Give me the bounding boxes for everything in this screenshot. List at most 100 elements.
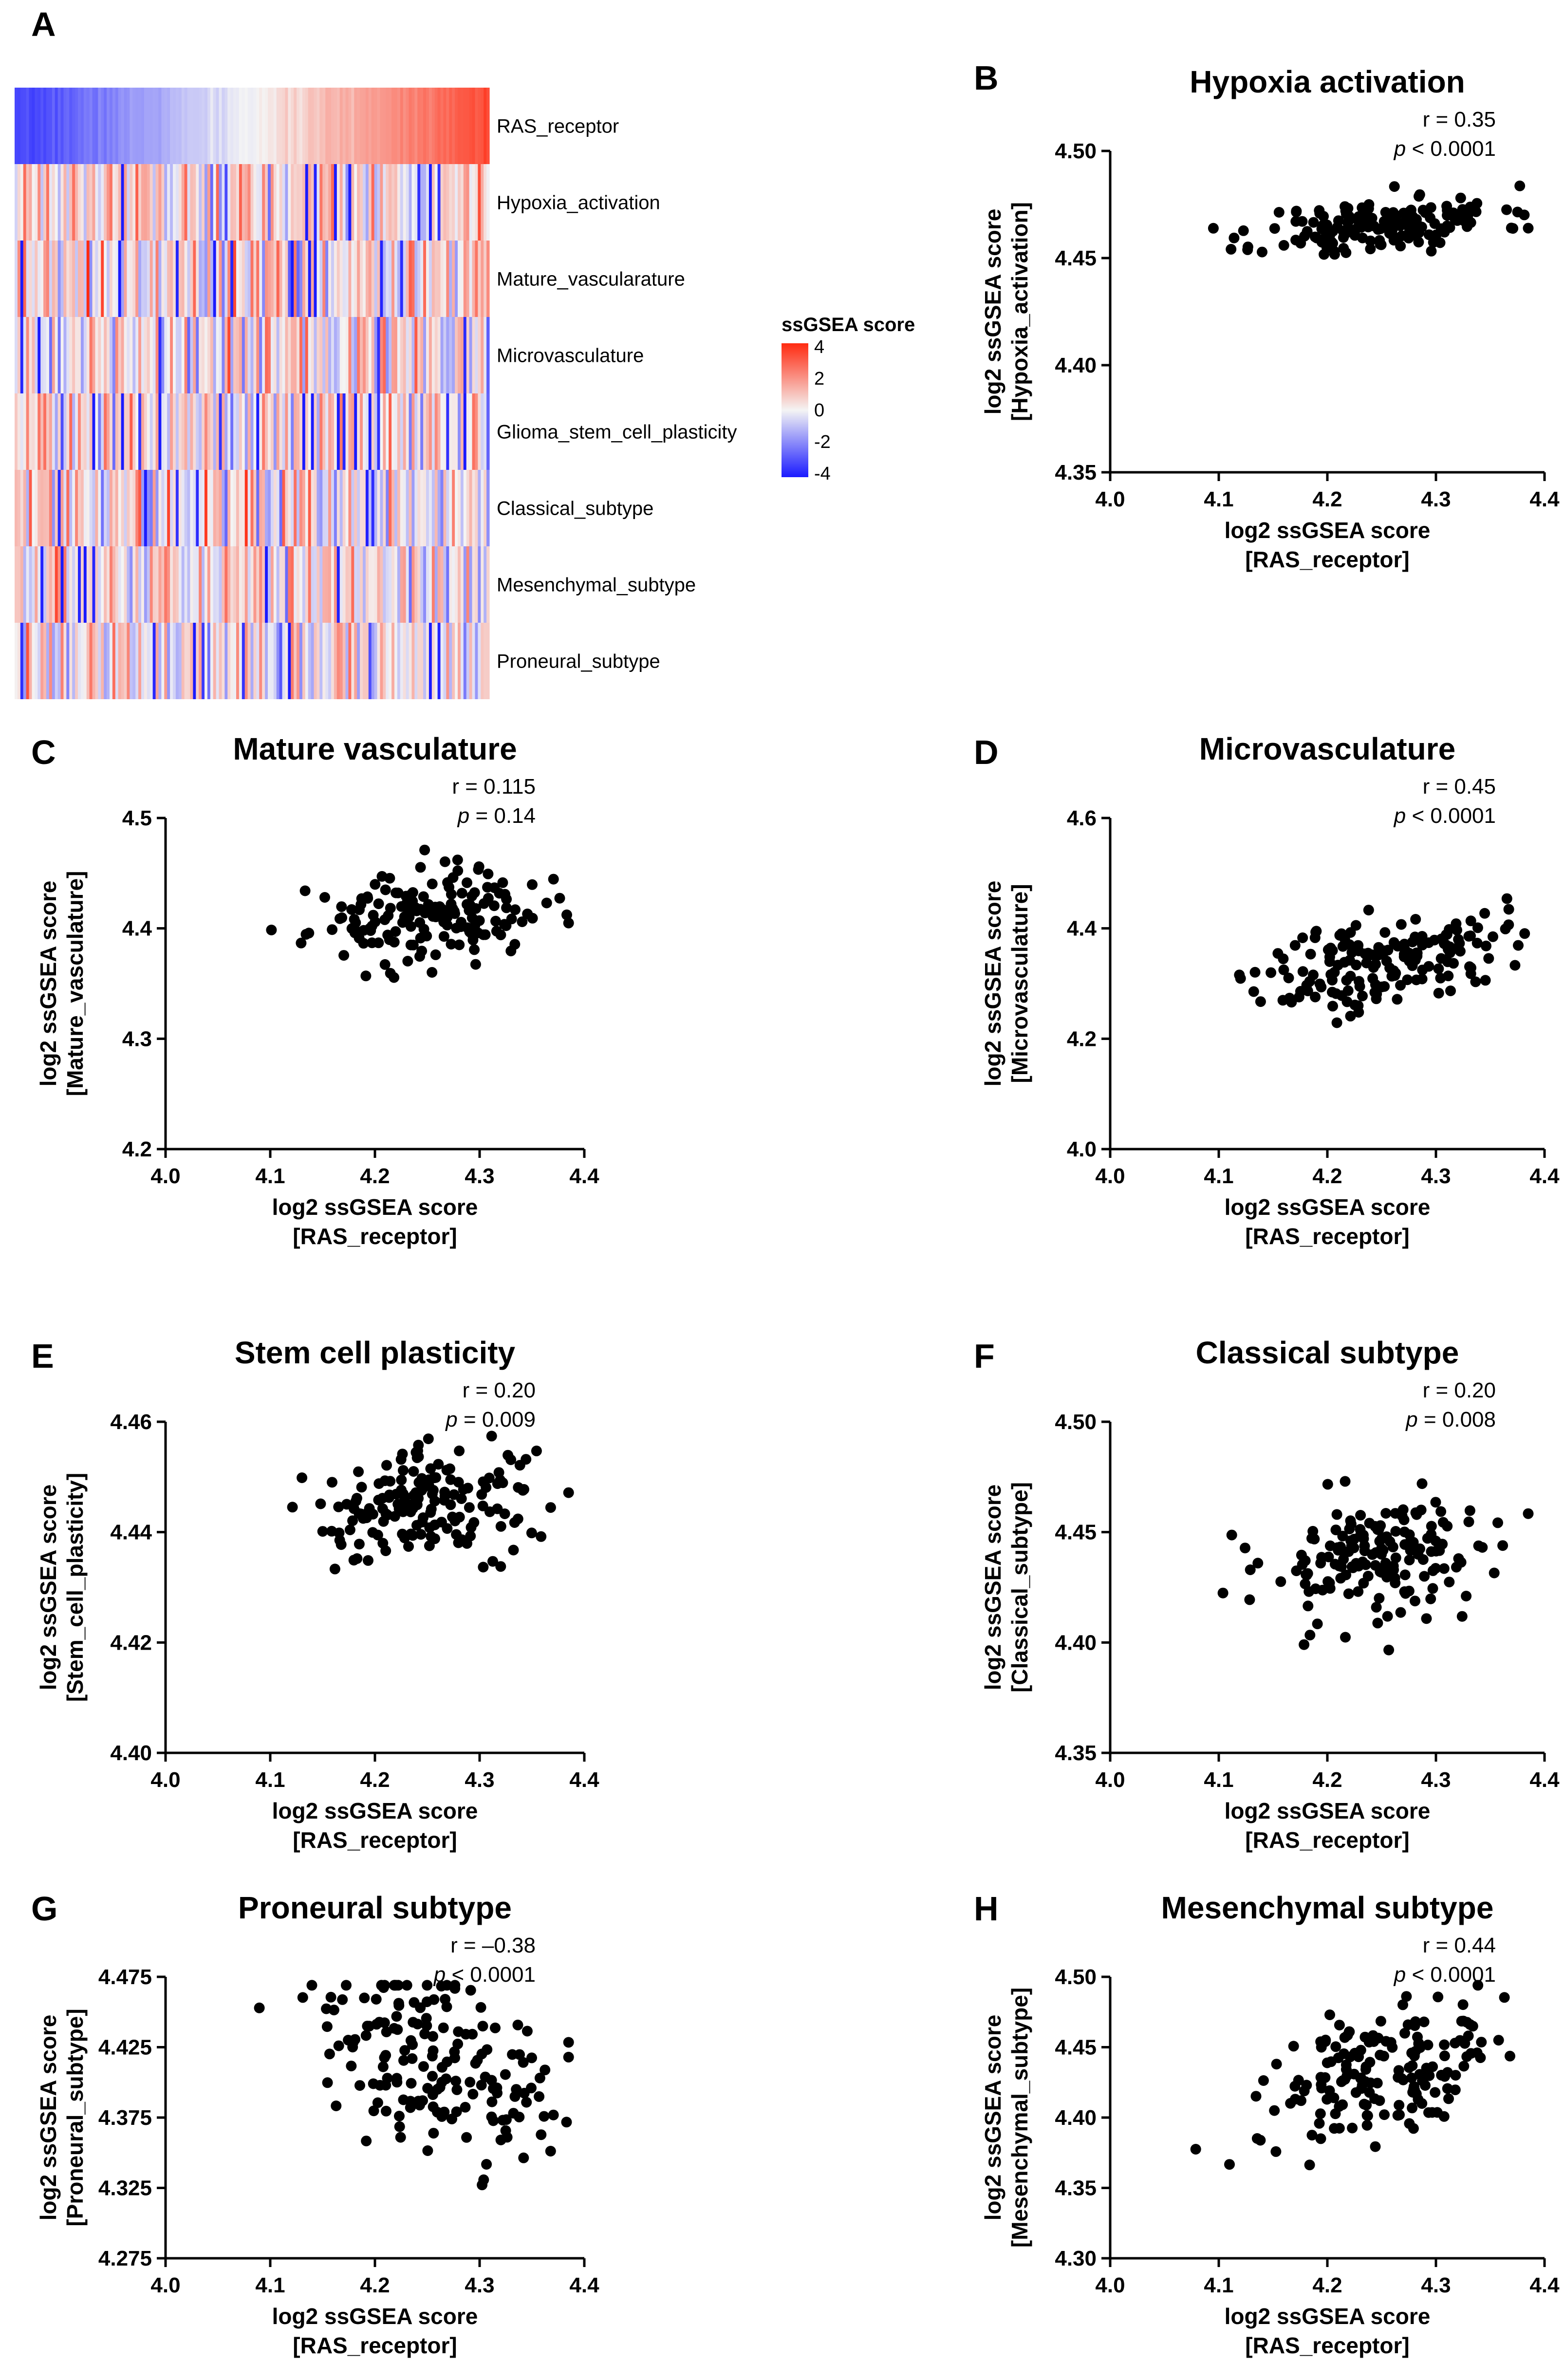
data-point [449,2046,460,2057]
heatmap-cell [342,317,346,393]
heatmap-cell [336,393,340,470]
heatmap-cell [253,164,257,241]
x-tick-label: 4.0 [150,1164,180,1188]
data-point [1358,1578,1369,1589]
p-value-text: < 0.0001 [1406,804,1496,828]
heatmap-cell [193,164,196,241]
heatmap-cell [52,317,56,393]
x-axis-title: log2 ssGSEA score [1225,518,1431,543]
heatmap-cell [178,470,182,546]
panel-letter-g: G [31,1890,58,1928]
heatmap-cell [253,470,257,546]
data-point [1399,1539,1411,1550]
heatmap-cell [319,546,323,623]
heatmap-cell [302,623,306,699]
heatmap-cell [363,546,366,623]
data-point [1375,239,1386,250]
x-axis-title: log2 ssGSEA score [272,1194,478,1220]
heatmap-cell [478,393,481,470]
heatmap-cell [484,164,487,241]
heatmap-cell [339,470,343,546]
heatmap-cell [98,470,101,546]
heatmap-cell [351,241,354,317]
data-point [319,892,330,903]
heatmap-cell [230,88,234,164]
data-point [1454,946,1466,957]
heatmap-cell [386,317,389,393]
heatmap-cell [80,317,84,393]
heatmap-cell [86,241,90,317]
heatmap-cell [57,546,61,623]
data-point [1420,207,1431,218]
data-point [1439,938,1450,949]
heatmap-cell [250,88,254,164]
heatmap-cell [406,164,410,241]
data-point [379,2017,390,2028]
heatmap-cell [273,393,277,470]
data-point [1407,1541,1418,1552]
heatmap-cell [170,241,173,317]
heatmap-cell [386,623,389,699]
data-point [461,2132,472,2143]
data-point [1418,2016,1430,2027]
data-point [1416,1478,1428,1489]
heatmap-cell [394,317,398,393]
heatmap-cell [121,546,125,623]
data-point [254,2002,265,2013]
heatmap-cell [158,546,162,623]
data-point [1512,206,1523,218]
heatmap-cell [23,241,27,317]
heatmap-cell [472,317,476,393]
heatmap-cell [354,164,357,241]
heatmap-cell [202,88,205,164]
heatmap-cell [253,317,257,393]
heatmap-cell [394,393,398,470]
heatmap-cell [190,164,193,241]
heatmap-cell [35,470,38,546]
y-axis-subtitle: [Hypoxia_activation] [1007,202,1032,421]
heatmap-cell [336,88,340,164]
heatmap-cell [205,623,208,699]
data-point [1523,1508,1534,1519]
data-point [1355,1510,1366,1521]
heatmap-cell [187,317,191,393]
heatmap-cell [380,546,383,623]
heatmap-cell [202,546,205,623]
heatmap-cell [138,88,142,164]
data-point [470,2058,481,2069]
heatmap-cell [383,393,386,470]
heatmap-cell [288,241,291,317]
heatmap-cell [20,241,24,317]
heatmap-cell [389,393,392,470]
heatmap-cell [32,546,35,623]
data-point [1397,2074,1409,2085]
heatmap-cell [233,317,237,393]
data-point [1407,211,1418,222]
heatmap-cell [69,88,73,164]
data-point [1336,1561,1347,1572]
data-point [353,1466,364,1477]
heatmap-cell [400,317,404,393]
data-point [1344,1524,1355,1535]
data-point [1374,1523,1385,1534]
heatmap-cell [368,623,372,699]
heatmap-cell [331,241,335,317]
heatmap-cell [219,470,223,546]
heatmap-cell [308,393,312,470]
data-point [354,1539,365,1550]
heatmap-cell [224,393,228,470]
data-point [1315,2133,1326,2144]
heatmap-cell [104,317,107,393]
y-axis-subtitle: [Mesenchymal_subtype] [1007,1988,1032,2248]
data-point [1332,960,1343,971]
heatmap-cell [276,623,280,699]
data-point [439,1490,450,1502]
heatmap-cell [389,470,392,546]
heatmap-cell [328,393,332,470]
heatmap-cell [130,470,133,546]
heatmap-cell [43,470,47,546]
heatmap-cell [236,88,240,164]
data-point [1401,1991,1412,2002]
data-point [545,2146,556,2157]
data-point [1371,1601,1382,1613]
